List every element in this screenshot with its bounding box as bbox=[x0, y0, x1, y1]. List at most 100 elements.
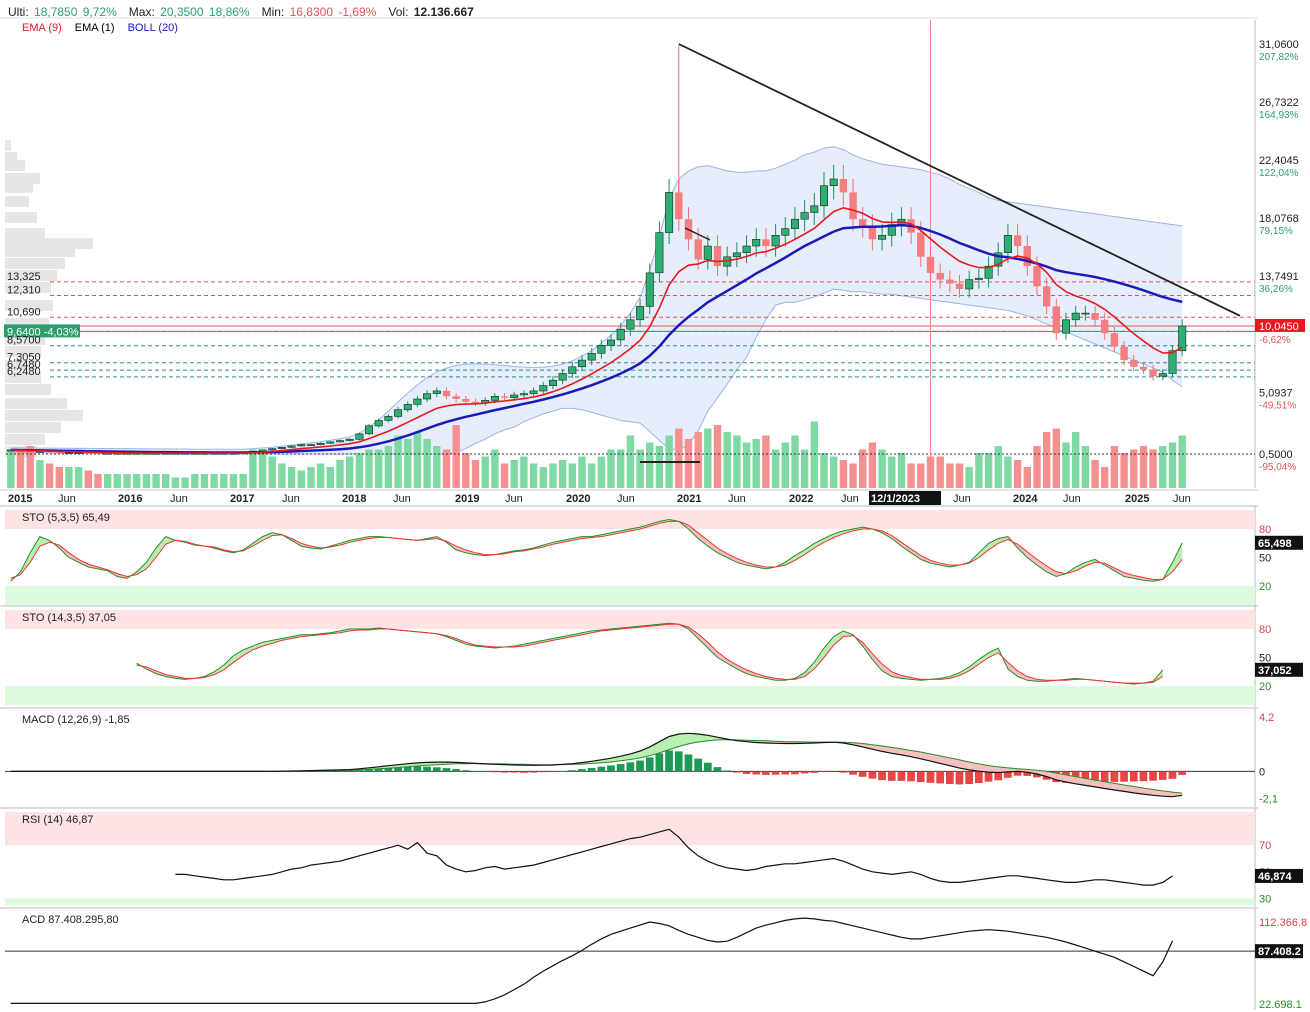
candle-body bbox=[94, 452, 102, 454]
price-axis-pct: 79,15% bbox=[1259, 226, 1293, 237]
candle-body bbox=[64, 452, 73, 455]
acd-level-label: 112.366.8 bbox=[1259, 917, 1307, 929]
macd-histogram-bar bbox=[723, 770, 731, 772]
time-label: 2016 bbox=[118, 493, 142, 505]
macd-histogram-bar bbox=[1129, 771, 1138, 782]
macd-histogram-bar bbox=[1158, 771, 1167, 780]
volume-bar bbox=[462, 453, 470, 488]
min-change: -1,69% bbox=[338, 5, 377, 19]
macd-histogram-bar bbox=[965, 771, 973, 784]
macd-histogram-bar bbox=[645, 757, 654, 772]
volume-profile-bar-15 bbox=[5, 334, 45, 345]
candle-body bbox=[1101, 319, 1109, 334]
volume-bar bbox=[452, 425, 460, 488]
candle-body bbox=[1110, 333, 1119, 347]
volume-bar bbox=[839, 460, 848, 488]
volume-bar bbox=[646, 442, 654, 488]
candle-body bbox=[423, 393, 432, 400]
macd-fill bbox=[1075, 776, 1086, 786]
volume-bar bbox=[1139, 446, 1148, 488]
candle-body bbox=[432, 390, 441, 394]
candle-body bbox=[452, 396, 460, 399]
volume-profile-bar-9 bbox=[5, 246, 75, 257]
macd-fill bbox=[688, 733, 699, 744]
volume-bar bbox=[810, 421, 818, 488]
sto1-fill bbox=[736, 558, 747, 566]
candle-body bbox=[558, 373, 567, 381]
volume-bar bbox=[791, 435, 799, 488]
volume-bar bbox=[607, 449, 615, 488]
volume-bar bbox=[268, 456, 276, 488]
sto2-fill bbox=[969, 659, 979, 671]
candle-body bbox=[946, 279, 954, 284]
macd-signal-line bbox=[10, 739, 1183, 794]
candle-body bbox=[1052, 306, 1060, 334]
candle-body bbox=[994, 252, 1003, 267]
candle-body bbox=[597, 344, 606, 354]
volume-bar bbox=[404, 439, 412, 488]
volume-profile-bar-22 bbox=[5, 422, 61, 433]
min-value: 16,8300 bbox=[289, 5, 334, 19]
candle-body bbox=[926, 256, 935, 273]
sto2-fill bbox=[833, 630, 844, 646]
macd-histogram-bar bbox=[452, 769, 460, 772]
rsi-level-label: 70 bbox=[1259, 840, 1271, 852]
macd-histogram-bar bbox=[374, 768, 383, 772]
volume-bar bbox=[684, 439, 693, 488]
volume-bar bbox=[365, 449, 373, 488]
volume-bar bbox=[830, 456, 838, 488]
volume-bar bbox=[442, 449, 451, 488]
panel-labels: STO (5,3,5) 65,49 STO (14,3,5) 37,05 MACD … bbox=[22, 512, 130, 926]
macd-histogram-bar bbox=[442, 768, 451, 772]
volume-bar bbox=[297, 470, 305, 488]
rsi-line bbox=[175, 828, 1173, 886]
macd-fill bbox=[707, 735, 718, 741]
sto1-fill bbox=[146, 548, 157, 569]
volume-bar bbox=[549, 463, 557, 488]
volume-bar bbox=[55, 467, 63, 488]
sto1-fill bbox=[978, 543, 989, 558]
volume-bar bbox=[113, 474, 121, 488]
volume-bar bbox=[326, 467, 334, 488]
candle-body bbox=[287, 445, 296, 448]
volume-profile-bar-16 bbox=[5, 346, 41, 357]
candle-body bbox=[703, 245, 712, 260]
candle-body bbox=[859, 219, 867, 226]
legend-ema9[interactable]: EMA (9) bbox=[22, 22, 62, 34]
macd-histogram-bar bbox=[810, 771, 819, 773]
macd-fill bbox=[649, 741, 660, 756]
volume-bar bbox=[675, 428, 683, 488]
acd-current-tag bbox=[1255, 944, 1303, 959]
candle-body bbox=[936, 272, 944, 280]
volume-bar bbox=[1091, 460, 1099, 488]
sto2-fill bbox=[746, 669, 757, 677]
sto2-current-value: 37,052 bbox=[1258, 665, 1292, 677]
candle-body bbox=[519, 393, 528, 396]
price-axis-label: 26,7322 bbox=[1259, 97, 1299, 109]
volume-bar bbox=[975, 453, 983, 488]
candle-body bbox=[790, 218, 799, 229]
volume-profile-bar-13 bbox=[5, 300, 53, 311]
candle-body bbox=[694, 239, 702, 260]
macd-histogram-bar bbox=[839, 771, 848, 773]
candle-body bbox=[326, 441, 335, 444]
volume-bar bbox=[694, 432, 702, 488]
macd-histogram-bar bbox=[481, 771, 489, 772]
candle-body bbox=[655, 232, 664, 274]
legend-boll[interactable]: BOLL (20) bbox=[127, 22, 178, 34]
macd-histogram-bar bbox=[1168, 771, 1177, 779]
legend-ema1[interactable]: EMA (1) bbox=[74, 22, 115, 34]
rsi-current-tag bbox=[1255, 868, 1303, 883]
macd-histogram-bar bbox=[1013, 771, 1022, 776]
candle-body bbox=[984, 265, 993, 279]
candle-body bbox=[1091, 313, 1099, 320]
macd-fill bbox=[698, 733, 708, 742]
volume-bar bbox=[1130, 449, 1138, 488]
macd-histogram-bar bbox=[1004, 771, 1012, 778]
macd-histogram-bar bbox=[539, 771, 548, 773]
sto1-fill bbox=[823, 533, 834, 543]
level-label: 9,6400 -4,03% bbox=[7, 326, 79, 338]
candle-body bbox=[374, 420, 383, 427]
rsi-current-value: 46,874 bbox=[1258, 871, 1293, 883]
